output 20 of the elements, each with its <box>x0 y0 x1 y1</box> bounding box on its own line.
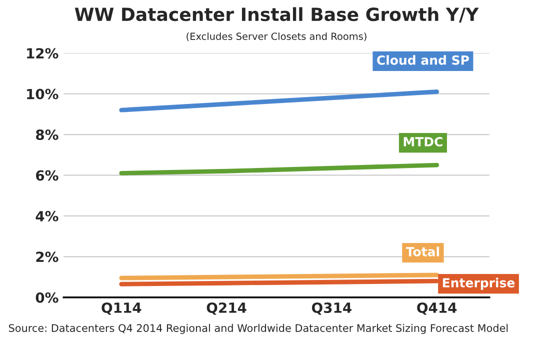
y-tick-label: 2% <box>36 252 58 262</box>
x-tick-label: Q414 <box>417 302 457 315</box>
series-label: Total <box>406 246 439 256</box>
line-series <box>119 162 440 176</box>
line-series <box>119 90 440 112</box>
y-tick-label: 10% <box>27 88 58 100</box>
y-tick-label: 0% <box>36 292 58 303</box>
x-tick-label: Q114 <box>102 302 142 315</box>
series-label: Enterprise <box>442 278 515 290</box>
chart-title: WW Datacenter Install Base Growth Y/Y <box>74 7 479 23</box>
y-tick-label: 4% <box>36 210 58 222</box>
y-tick-label: 12% <box>27 48 58 59</box>
y-tick-label: 8% <box>36 129 58 140</box>
series-label: MTDC <box>404 137 442 146</box>
source-note: Source: Datacenters Q4 2014 Regional and Worldwide Datacenter Market Sizing Forecast Model <box>8 324 508 334</box>
chart-subtitle: (Excludes Server Closets and Rooms) <box>186 32 366 42</box>
x-tick-label: Q314 <box>312 302 352 315</box>
text: Cloud and SP <box>377 55 469 65</box>
x-tick-label: Q214 <box>206 302 246 315</box>
y-tick-label: 6% <box>36 170 58 181</box>
